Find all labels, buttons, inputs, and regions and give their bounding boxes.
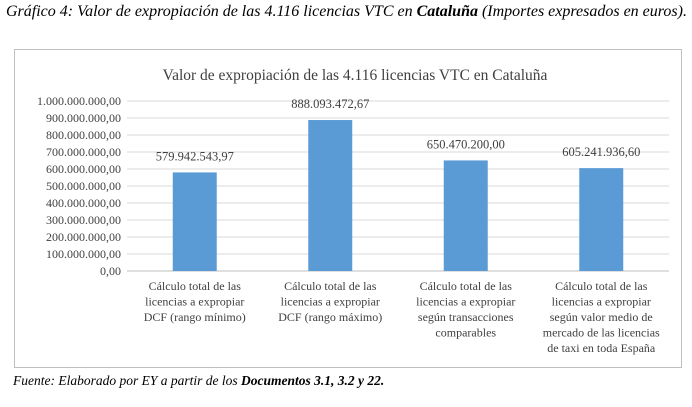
y-tick-label: 100.000.000,00: [46, 247, 121, 261]
y-tick-label: 600.000.000,00: [46, 162, 121, 176]
figure-caption: Gráfico 4: Valor de expropiación de las …: [6, 2, 690, 21]
x-tick-label: Cálculo total de las licencias a expropia…: [416, 279, 515, 340]
caption-prefix: Gráfico 4: Valor de expropiación de las …: [6, 3, 417, 20]
y-tick-label: 200.000.000,00: [46, 230, 121, 244]
y-tick-label: 1.000.000.000,00: [37, 94, 121, 108]
y-tick-label: 300.000.000,00: [46, 213, 121, 227]
caption-bold: Cataluña: [416, 3, 478, 20]
y-tick-label: 500.000.000,00: [46, 179, 121, 193]
bar: [443, 160, 488, 271]
data-label: 579.942.543,97: [156, 149, 234, 163]
bar-chart: Valor de expropiación de las 4.116 licen…: [37, 67, 669, 355]
bar: [172, 172, 217, 271]
x-tick-label: Cálculo total de las licencias a expropia…: [278, 279, 382, 324]
y-tick-label: 400.000.000,00: [46, 196, 121, 210]
bar: [579, 168, 624, 271]
source-note: Fuente: Elaborado por EY a partir de los…: [13, 373, 384, 389]
data-label: 605.241.936,60: [562, 145, 640, 159]
source-prefix: Fuente: Elaborado por EY a partir de los: [13, 373, 241, 388]
bar: [308, 120, 353, 271]
chart-title: Valor de expropiación de las 4.116 licen…: [163, 67, 548, 84]
y-tick-label: 0,00: [100, 264, 121, 278]
y-tick-label: 900.000.000,00: [46, 111, 121, 125]
x-tick-label: Cálculo total de las licencias a expropia…: [543, 279, 660, 355]
x-tick-label: Cálculo total de las licencias a expropia…: [144, 279, 246, 324]
data-label: 888.093.472,67: [291, 97, 369, 111]
caption-suffix: (Importes expresados en euros).: [477, 3, 687, 20]
y-tick-label: 700.000.000,00: [46, 145, 121, 159]
source-bold: Documentos 3.1, 3.2 y 22.: [241, 373, 385, 388]
y-tick-label: 800.000.000,00: [46, 128, 121, 142]
data-label: 650.470.200,00: [427, 137, 505, 151]
chart-frame: Valor de expropiación de las 4.116 licen…: [14, 49, 682, 368]
